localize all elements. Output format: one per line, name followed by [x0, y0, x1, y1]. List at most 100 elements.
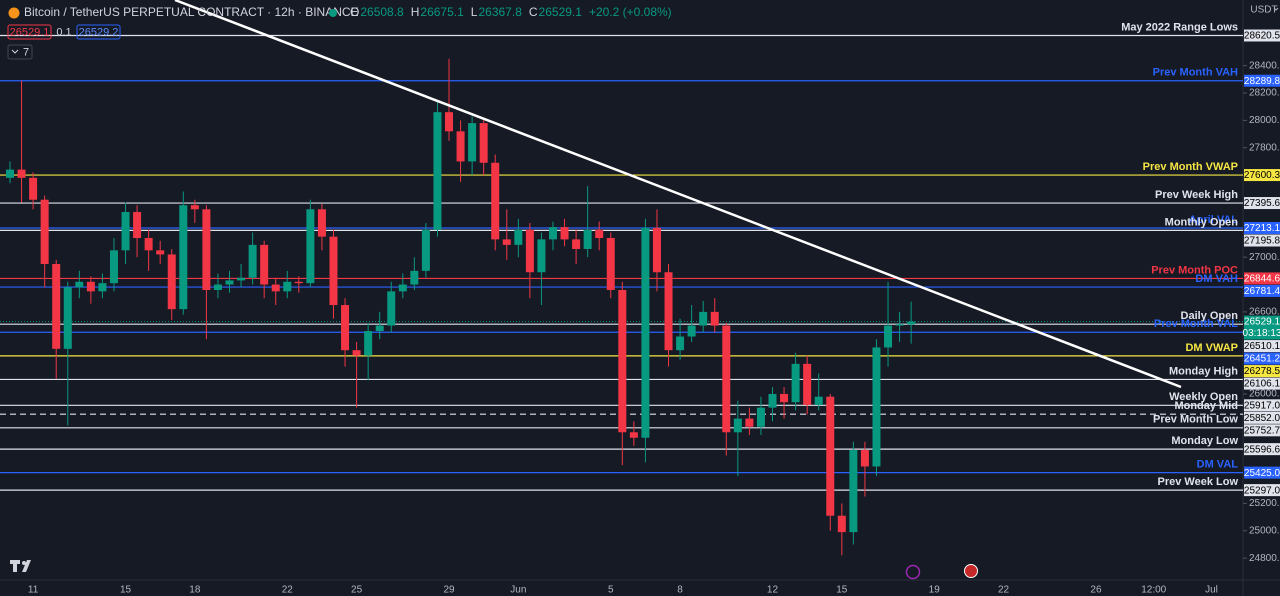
candle-body	[202, 209, 211, 290]
currency-chevron	[1273, 7, 1279, 11]
level-price-tag	[1244, 377, 1280, 390]
candle-body	[814, 396, 823, 405]
level-price-tag	[1244, 169, 1280, 182]
candle-body	[502, 239, 511, 245]
level-label: Prev Week High	[1155, 189, 1238, 201]
ohlc-value: 26675.1	[420, 5, 464, 19]
candle-body	[352, 350, 361, 356]
level-label: Prev Month VAH	[1153, 67, 1238, 79]
market-status	[329, 9, 337, 17]
price-axis: 28400.0 28200.0 28000.0 27800.0 27000.0 26600…	[1243, 29, 1280, 564]
indicator-count[interactable]: 7	[23, 46, 29, 58]
current-price-tag	[1244, 315, 1280, 340]
candle-body	[179, 205, 188, 310]
level-label: Prev Week Low	[1158, 476, 1239, 488]
candle-body	[514, 229, 523, 245]
level-label: DM VWAP	[1185, 342, 1238, 354]
candle-body	[468, 123, 477, 162]
candle-body	[190, 205, 199, 210]
candle-body	[248, 244, 257, 278]
candle-body	[86, 281, 95, 292]
candle-body	[63, 287, 72, 349]
event-icon[interactable]	[905, 564, 921, 580]
candle-body	[306, 209, 315, 284]
economic-event-icon[interactable]	[964, 564, 978, 578]
candle-body	[606, 238, 615, 290]
y-tick-label: 25200.0	[1249, 498, 1280, 509]
x-tick-label: 26	[1090, 585, 1102, 596]
x-tick-label: Jun	[510, 585, 526, 596]
candle-body	[40, 199, 49, 265]
level-price-label: 26278.5	[1244, 366, 1280, 377]
level-price-tag	[1244, 284, 1280, 297]
candle-body	[652, 227, 661, 273]
y-tick-label: 26000.0	[1249, 389, 1280, 400]
y-tick-label: 28000.0	[1249, 115, 1280, 126]
candle-body	[317, 209, 326, 237]
candle-body	[260, 244, 269, 285]
y-tick-label: 27000.0	[1249, 252, 1280, 263]
x-tick-label: 11	[28, 585, 39, 596]
candle-body	[387, 291, 396, 326]
candle-body	[699, 311, 708, 326]
candle-body	[860, 450, 869, 467]
candle-body	[641, 227, 650, 438]
candle-body	[745, 418, 754, 427]
currency-label[interactable]: USDT	[1250, 5, 1277, 16]
level-price-tag	[1244, 29, 1280, 42]
candle-body	[109, 250, 118, 284]
level-price-label: 26106.1	[1244, 379, 1280, 390]
candle-body	[271, 284, 280, 292]
time-axis: 11 15 18 22 25 29 Jun 5 8 12 15 19 22 26 12:00 Jul	[28, 585, 1218, 596]
candle-body	[283, 281, 292, 292]
buy-button[interactable]	[76, 24, 121, 40]
level-label: Prev Month POC	[1151, 264, 1238, 276]
y-tick-label: 27800.0	[1249, 142, 1280, 153]
x-tick-label: 12:00	[1141, 585, 1166, 596]
candle-body	[433, 112, 442, 230]
level-price-tag	[1244, 365, 1280, 378]
candle-body	[479, 123, 488, 163]
x-tick-label: 22	[282, 585, 294, 596]
level-price-label: 26844.6	[1244, 274, 1280, 285]
x-tick-label: 19	[929, 585, 941, 596]
level-price-label: 27195.8	[1244, 236, 1280, 247]
level-price-tag	[1244, 352, 1280, 365]
level-labels: May 2022 Range Lows Prev Month VAH Prev Mo…	[1121, 21, 1238, 488]
tradingview-logo	[10, 560, 31, 572]
level-label: DM VAL	[1197, 459, 1239, 471]
candle-body	[768, 393, 777, 408]
candle-body	[6, 169, 14, 178]
indicators-toggle[interactable]	[7, 44, 33, 60]
candle-body	[525, 229, 534, 273]
candle-body	[52, 264, 61, 349]
x-tick-label: 12	[767, 585, 779, 596]
candle-body	[341, 305, 350, 351]
candle-body	[294, 281, 303, 284]
level-price-tag	[1244, 411, 1280, 424]
sell-button[interactable]	[7, 24, 52, 40]
x-tick-label: 25	[351, 585, 363, 596]
bid-price[interactable]: 26529.1	[10, 26, 50, 38]
level-price-tag	[1244, 443, 1280, 456]
candle-body	[398, 284, 407, 292]
level-price-tag	[1244, 272, 1280, 285]
ask-price[interactable]: 26529.2	[79, 26, 119, 38]
candles	[6, 58, 916, 556]
candle-body	[849, 450, 858, 533]
spread: 0.1	[56, 26, 71, 38]
candle-body	[756, 407, 765, 427]
candle-body	[780, 393, 789, 403]
x-tick-label: Jul	[1205, 585, 1218, 596]
candle-body	[618, 290, 627, 433]
level-price-label: 27213.1	[1244, 223, 1280, 234]
ohlc-value: 26367.8	[478, 5, 522, 19]
candle-body	[537, 239, 546, 273]
level-label: Weekly Open	[1169, 391, 1238, 403]
candle-body	[791, 363, 800, 403]
ohlc-change: +20.2 (+0.08%)	[589, 5, 672, 19]
level-price-tag	[1244, 340, 1280, 353]
level-price-label: 25852.0	[1244, 413, 1280, 424]
